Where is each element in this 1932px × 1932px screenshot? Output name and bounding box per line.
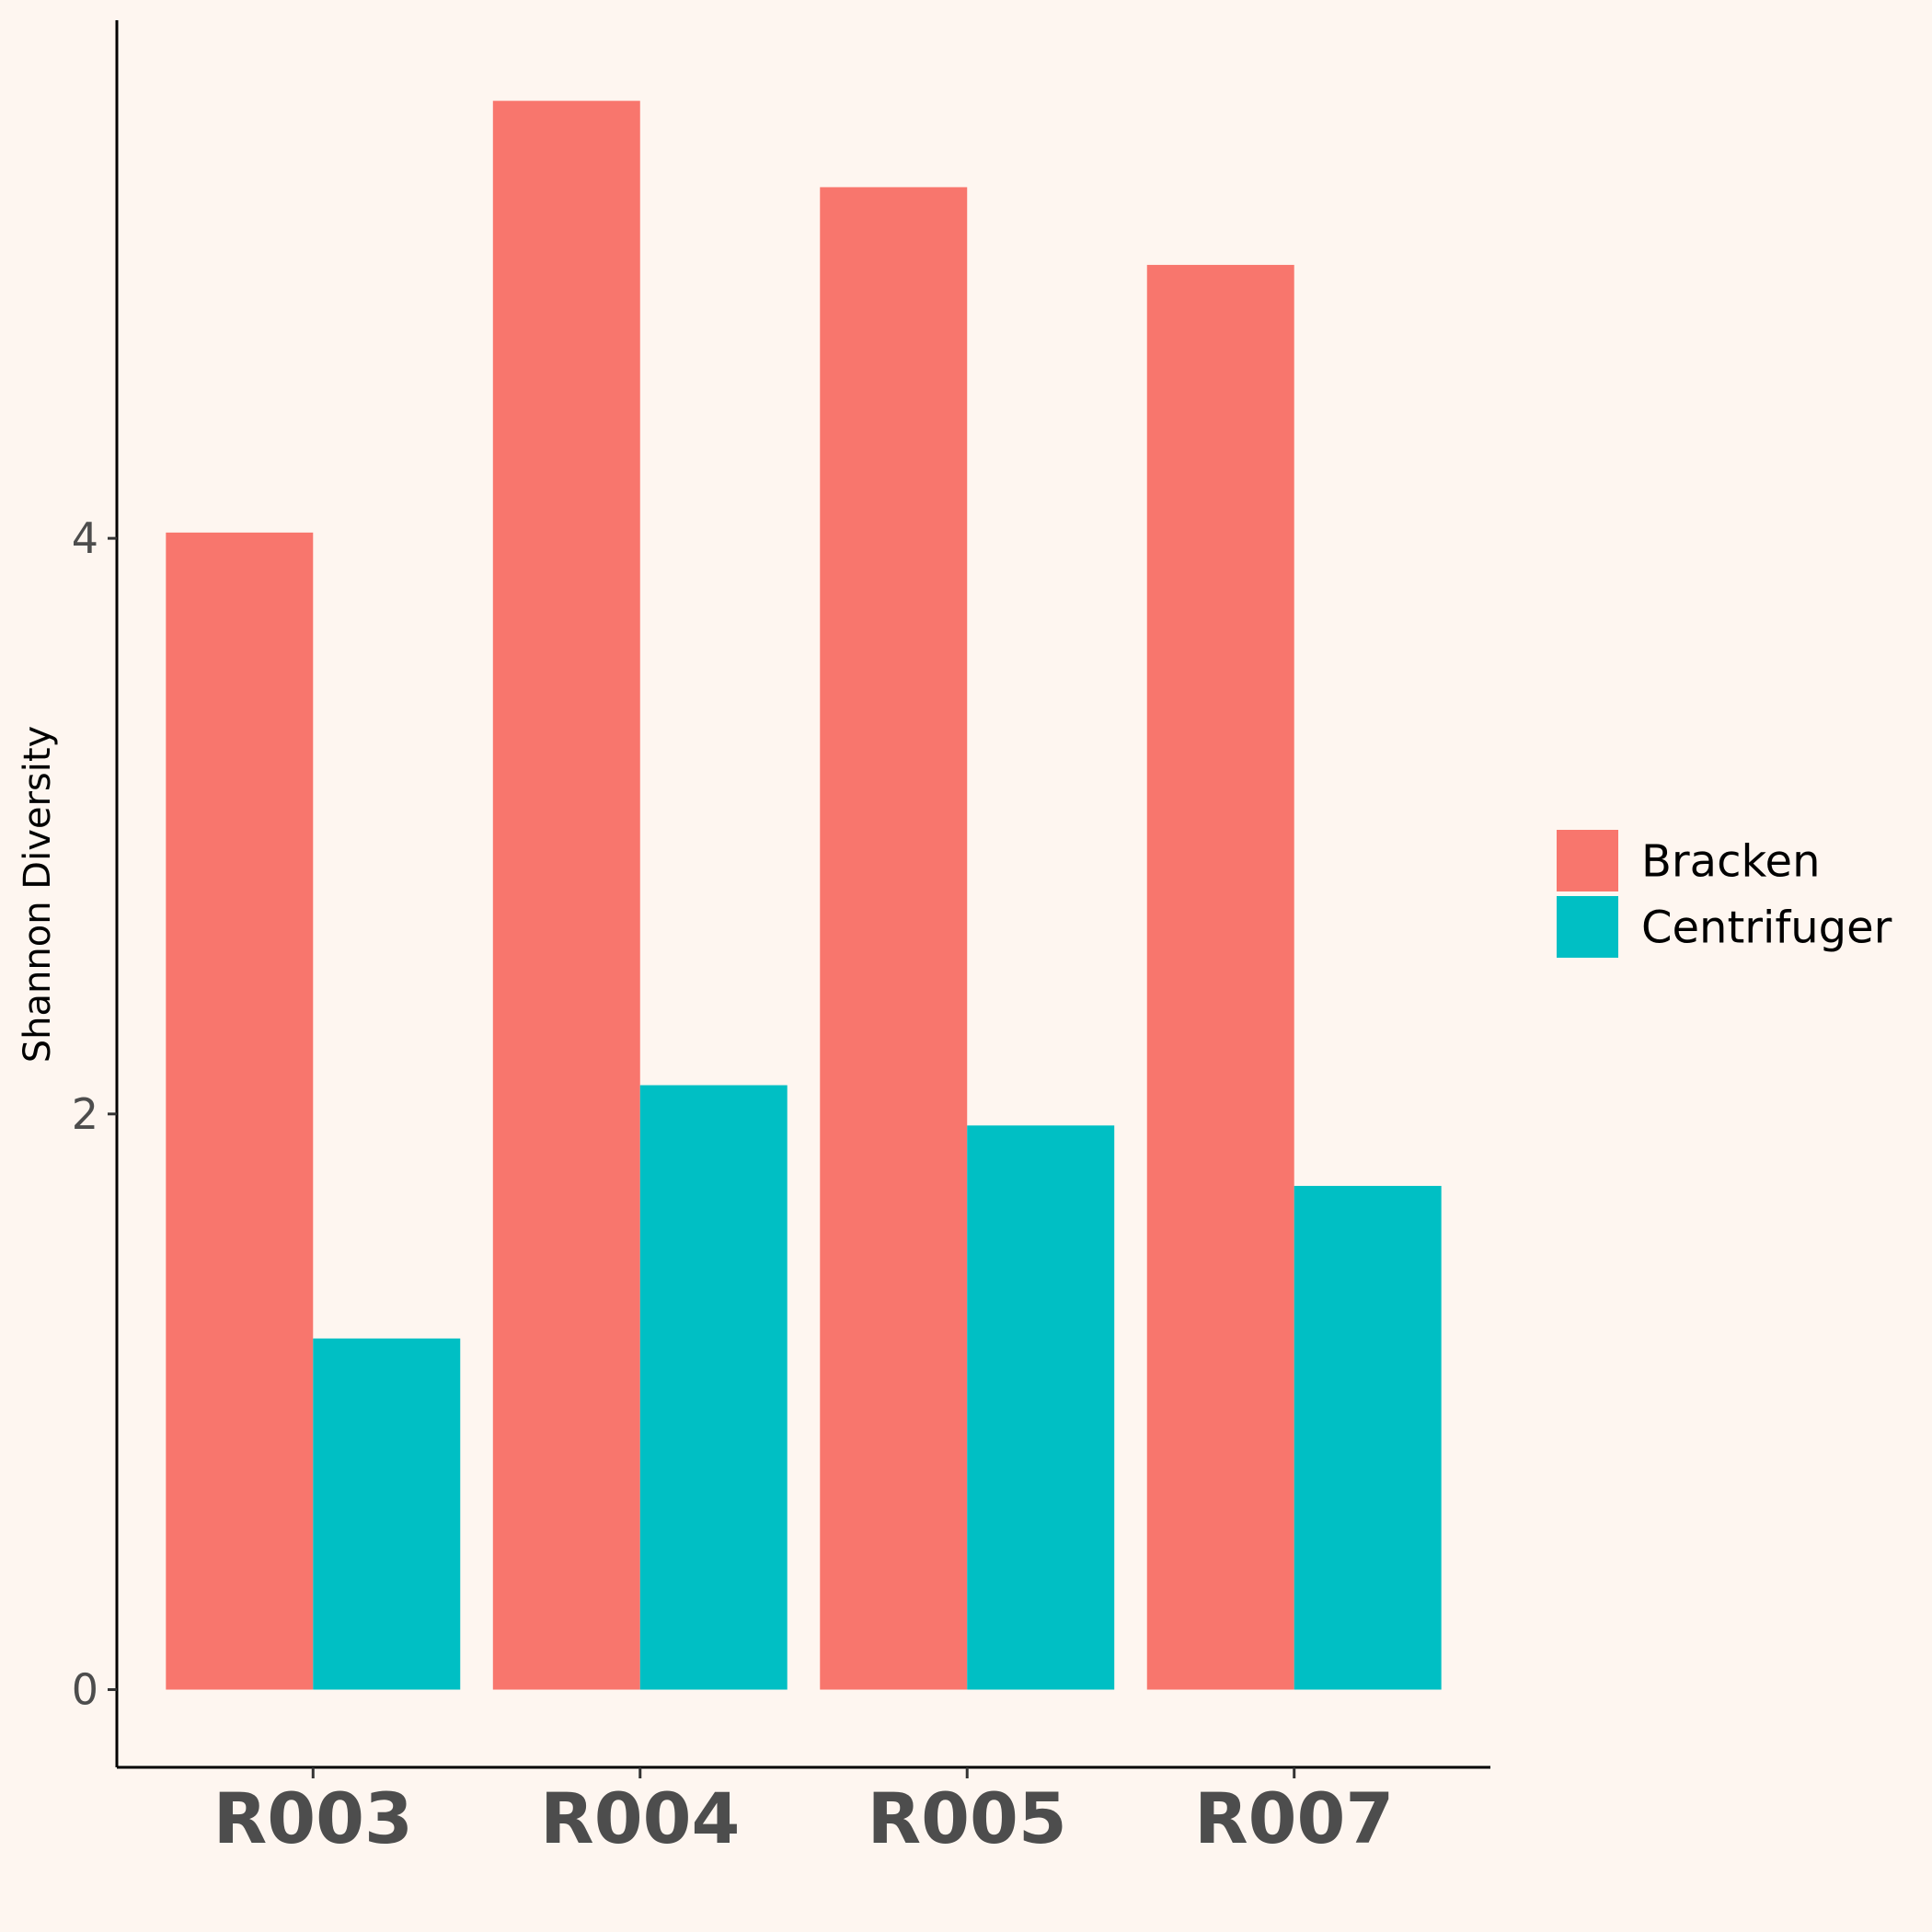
legend-label-centrifuger: Centrifuger: [1641, 903, 1892, 954]
x-tick-label-r005: R005: [868, 1777, 1067, 1859]
bar-centrifuger-r005: [967, 1125, 1115, 1690]
bar-bracken-r005: [820, 187, 968, 1690]
bar-centrifuger-r007: [1294, 1186, 1442, 1690]
x-tick-label-r007: R007: [1194, 1777, 1394, 1859]
legend-key-bracken: [1557, 830, 1618, 891]
y-axis-title: Shannon Diversity: [17, 726, 59, 1063]
bar-centrifuger-r004: [639, 1085, 788, 1690]
legend-label-bracken: Bracken: [1641, 836, 1821, 888]
bar-centrifuger-r003: [313, 1338, 461, 1690]
y-tick-label-0: 0: [72, 1665, 98, 1715]
y-tick-label-4: 4: [72, 513, 98, 563]
legend-key-centrifuger: [1557, 896, 1618, 958]
bar-bracken-r003: [166, 532, 314, 1690]
bar-bracken-r007: [1146, 264, 1294, 1690]
x-tick-label-r004: R004: [540, 1777, 740, 1859]
bars-layer: [166, 100, 1442, 1690]
bar-bracken-r004: [492, 100, 640, 1690]
axes-layer: 0 2 4 R003 R004 R005 R007: [72, 20, 1490, 1859]
x-tick-label-r003: R003: [213, 1777, 413, 1859]
legend: Bracken Centrifuger: [1557, 830, 1892, 958]
y-tick-label-2: 2: [72, 1089, 98, 1139]
